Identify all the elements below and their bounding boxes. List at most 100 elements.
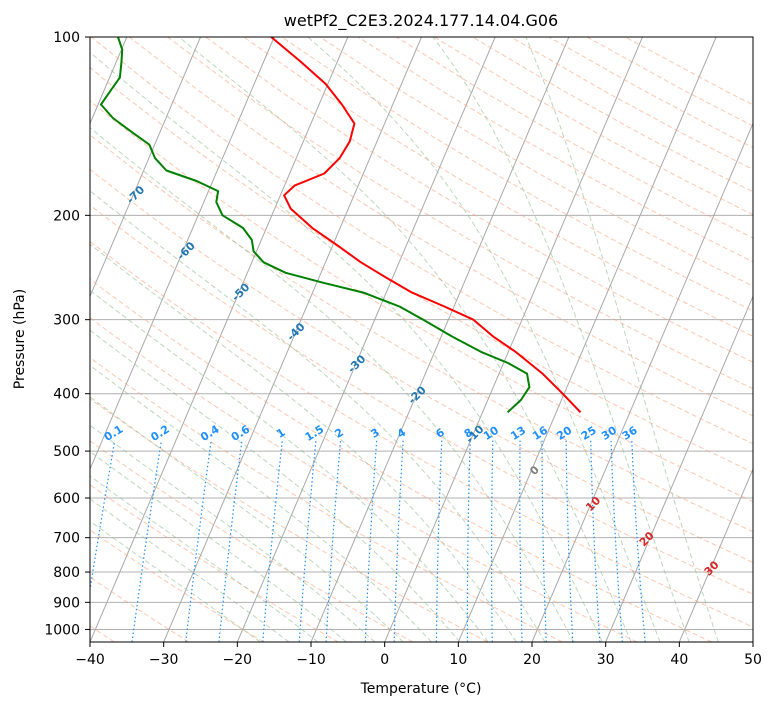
warm-isotherm-label: 40 bbox=[761, 586, 775, 606]
mixing-ratio-line bbox=[541, 440, 547, 642]
moist-adiabat-line bbox=[90, 475, 319, 642]
x-axis: −40 −30 −20 −10 0 10 20 30 40 50 bbox=[75, 642, 762, 668]
mixing-ratio-line bbox=[262, 440, 283, 642]
mixing-ratio-label: 30 bbox=[599, 424, 619, 443]
dry-adiabat-line bbox=[243, 37, 753, 337]
dry-adiabat-line bbox=[90, 168, 753, 564]
mixing-ratio-label: 2 bbox=[332, 426, 345, 441]
dry-adiabat-line bbox=[510, 37, 753, 171]
isotherm-value-label: -90 bbox=[15, 86, 38, 109]
mixing-ratio-line bbox=[298, 440, 317, 642]
dry-adiabat-line bbox=[90, 204, 753, 595]
moist-adiabat-line bbox=[90, 396, 404, 642]
mixing-ratio-label: 0.4 bbox=[198, 422, 222, 444]
mixing-ratio-line bbox=[565, 440, 574, 642]
dry-adiabat-line bbox=[281, 37, 753, 312]
isotherm-value-label: -60 bbox=[175, 239, 198, 262]
mixing-ratio-line bbox=[519, 440, 523, 642]
line-labels: 0.10.20.40.611.52346810131620253036-100-… bbox=[15, 86, 775, 606]
isotherm-value-label: -40 bbox=[284, 320, 307, 343]
mixing-ratio-line bbox=[325, 440, 342, 642]
isotherm-line bbox=[236, 37, 496, 642]
mixing-ratio-label: 16 bbox=[530, 424, 550, 443]
y-tick-label: 600 bbox=[53, 491, 80, 507]
x-axis-label: Temperature (°C) bbox=[360, 681, 482, 697]
isotherm-line bbox=[163, 37, 422, 642]
moist-adiabat-line bbox=[90, 520, 261, 642]
mixing-ratio-line bbox=[185, 440, 212, 642]
y-tick-label: 300 bbox=[53, 313, 80, 329]
warm-isotherm-label: 10 bbox=[583, 494, 603, 514]
isotherm-value-label: -20 bbox=[406, 383, 429, 406]
isotherm-value-label: -50 bbox=[229, 280, 252, 303]
mixing-ratio-line bbox=[393, 440, 404, 642]
moist-adiabat-line bbox=[90, 289, 489, 642]
mixing-ratio-line bbox=[466, 440, 471, 642]
moist-adiabat-line bbox=[90, 450, 347, 642]
dry-adiabat-line bbox=[205, 37, 753, 363]
y-tick-label: 1000 bbox=[44, 622, 80, 638]
y-axis-label: Pressure (hPa) bbox=[12, 289, 28, 389]
dry-adiabat-line bbox=[90, 100, 753, 503]
isotherm-line bbox=[531, 122, 753, 642]
x-tick-label: 10 bbox=[449, 652, 467, 668]
x-tick-label: −10 bbox=[296, 652, 326, 668]
temperature-line bbox=[270, 37, 582, 413]
y-tick-label: 200 bbox=[53, 208, 80, 224]
mixing-ratio-label: 25 bbox=[579, 424, 599, 443]
mixing-ratio-line bbox=[90, 440, 116, 594]
x-tick-label: −20 bbox=[223, 652, 253, 668]
x-tick-label: −40 bbox=[75, 652, 105, 668]
dry-adiabat-line bbox=[90, 317, 638, 642]
mixing-ratio-line bbox=[435, 440, 443, 642]
isotherm-value-label: -30 bbox=[345, 352, 368, 375]
moist-adiabat-line bbox=[90, 329, 461, 642]
moist-adiabat-line bbox=[525, 37, 719, 642]
dewpoint-line bbox=[100, 37, 531, 414]
dry-adiabat-line bbox=[90, 356, 563, 642]
moist-adiabat-line bbox=[90, 498, 290, 642]
dry-adiabat-line bbox=[90, 440, 414, 642]
dry-adiabat-line bbox=[586, 37, 753, 127]
isotherm-line bbox=[752, 640, 753, 642]
warm-isotherm-label: 20 bbox=[637, 529, 657, 549]
isotherm-line bbox=[384, 37, 643, 642]
dry-adiabat-line bbox=[90, 576, 190, 642]
moist-adiabat-line bbox=[307, 37, 661, 642]
mixing-ratio-label: 4 bbox=[395, 426, 409, 441]
x-tick-label: 20 bbox=[523, 652, 541, 668]
y-tick-label: 900 bbox=[53, 595, 80, 611]
x-tick-label: −30 bbox=[149, 652, 179, 668]
dry-adiabat-line bbox=[90, 134, 753, 533]
x-tick-label: 50 bbox=[744, 652, 762, 668]
isotherm-line bbox=[605, 295, 753, 642]
dry-adiabat-line bbox=[90, 398, 488, 642]
moist-adiabat-line bbox=[90, 51, 603, 642]
warm-isotherm-label: 30 bbox=[702, 558, 722, 578]
x-tick-label: 30 bbox=[597, 652, 615, 668]
isotherm-line bbox=[90, 37, 349, 642]
moist-adiabat-line bbox=[90, 424, 376, 642]
moist-adiabat-line bbox=[90, 190, 546, 642]
dry-adiabat-line bbox=[90, 484, 339, 642]
isotherm-line bbox=[90, 37, 201, 298]
dry-adiabat-line bbox=[90, 278, 712, 642]
isotherm-line bbox=[678, 467, 753, 642]
dry-adiabat-line bbox=[129, 37, 753, 417]
moist-adiabat-line bbox=[90, 127, 575, 642]
y-tick-label: 700 bbox=[53, 531, 80, 547]
y-tick-label: 800 bbox=[53, 565, 80, 581]
x-tick-label: 40 bbox=[670, 652, 688, 668]
mixing-ratio-line bbox=[131, 440, 162, 642]
mixing-ratio-line bbox=[218, 440, 243, 642]
dry-adiabat-line bbox=[90, 240, 753, 628]
dry-adiabat-line bbox=[319, 37, 753, 287]
mixing-ratio-label: 0.1 bbox=[102, 423, 125, 444]
mixing-ratio-label: 1 bbox=[274, 426, 287, 441]
x-tick-label: 0 bbox=[380, 652, 389, 668]
chart-title: wetPf2_C2E3.2024.177.14.04.G06 bbox=[284, 11, 558, 31]
dry-adiabat-line bbox=[90, 37, 753, 445]
mixing-ratio-line bbox=[590, 440, 601, 642]
background-lines bbox=[90, 37, 753, 642]
